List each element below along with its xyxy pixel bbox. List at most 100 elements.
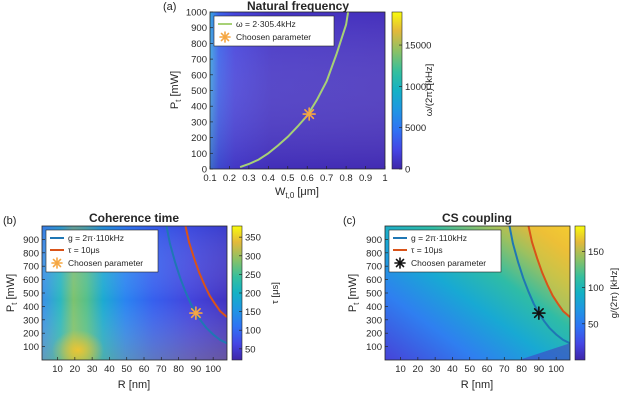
x-tick-label: 100 [548,364,564,375]
y-tick-label: 100 [366,342,382,353]
colorbar-ticks-c: 50 100 150 [582,247,604,330]
y-tick-label: 600 [23,275,39,286]
y-axis-label-a: Pt [mW] [169,71,183,109]
colorbar-ticks-b: 50 100 150 200 250 300 350 [239,233,261,355]
x-tick-label: 70 [499,364,510,375]
chart-title-a: Natural frequency [247,0,349,13]
colorbar-tick-label: 150 [245,307,261,318]
y-axis-label-c: Pt [mW] [347,274,361,312]
legend-b: g = 2π·110kHz τ = 10μs Choosen parameter [45,229,159,273]
series-line-b-coupling [165,226,227,345]
marker-asterisk [302,107,316,121]
marker-a-chosen-parameter [302,107,316,121]
x-tick-label: 10 [52,364,63,375]
x-tick-label: 0.4 [262,173,275,184]
y-axis-label-b: Pt [mW] [5,274,19,312]
x-tick-label: 1 [382,173,387,184]
marker-b-chosen-parameter [189,306,203,320]
legend-marker-asterisk [51,257,63,269]
chart-title-b: Coherence time [89,211,179,225]
x-tick-label: 80 [173,364,184,375]
x-tick-label: 60 [139,364,150,375]
colorbar-c [574,225,586,361]
series-line-c-coherence [527,226,570,318]
panel-b: (b) Coherence time 10 20 30 40 50 60 70 80 90 100… [3,211,281,391]
x-tick-label: 60 [482,364,493,375]
y-tick-label: 1000 [186,8,207,19]
x-tick-label: 0.3 [242,173,255,184]
svg-text:Pt [mW]: Pt [mW] [347,274,361,312]
panel-c: (c) CS coupling 10 20 30 40 50 60 70 80 90 100100… [343,211,620,391]
y-tick-label: 900 [191,23,207,34]
x-tick-label: 0.6 [301,173,314,184]
y-tick-label: 600 [191,70,207,81]
y-tick-label: 500 [23,289,39,300]
colorbar-label-a: ω/(2π) [kHz] [424,64,435,117]
x-tick-label: 0.2 [223,173,236,184]
marker-c-chosen-parameter [532,306,546,320]
colorbar-tick-label: 100 [245,326,261,337]
x-tick-label: 70 [156,364,167,375]
y-tick-label: 800 [23,248,39,259]
y-tick-label: 700 [366,262,382,273]
legend-label-a-frequency: ω = 2·305.4kHz [236,19,296,29]
legend-label-c-coupling: g = 2π·110kHz [411,233,467,243]
marker-asterisk [189,306,203,320]
legend-swatch-b-marker [51,257,63,269]
colorbar-tick-label: 0 [405,165,410,176]
panel-label-a: (a) [163,1,176,13]
axis-ticks-c: 10 20 30 40 50 60 70 80 90 1001002003004005006007… [366,235,564,375]
y-tick-label: 700 [23,262,39,273]
legend-label-b-coupling: g = 2π·110kHz [68,233,124,243]
panel-a: (a) Natural frequency 0.1 0.2 0.3 0.4 0.5 0.6… [163,0,435,200]
y-tick-label: 300 [191,117,207,128]
colorbar-tick-label: 5000 [405,123,426,134]
x-tick-label: 90 [534,364,545,375]
x-tick-label: 0.8 [340,173,353,184]
legend-c: g = 2π·110kHz τ = 10μs Choosen parameter [388,229,502,273]
colorbar-tick-label: 300 [245,251,261,262]
series-line-b-coherence [184,226,227,318]
y-tick-label: 0 [202,165,207,176]
y-tick-label: 100 [191,149,207,160]
x-tick-label: 30 [430,364,441,375]
x-tick-label: 50 [464,364,475,375]
x-tick-label: 40 [447,364,458,375]
colorbar-a [391,11,403,170]
svg-text:Wt,0 [μm]: Wt,0 [μm] [275,186,319,200]
legend-marker-asterisk [219,31,231,43]
x-axis-label-b: R [nm] [118,379,150,391]
svg-text:Pt [mW]: Pt [mW] [169,71,183,109]
legend-label-c-coherence: τ = 10μs [411,245,443,255]
y-tick-label: 800 [366,248,382,259]
heatmap-c-high-region [528,226,570,318]
x-tick-label: 80 [516,364,527,375]
x-tick-label: 0.7 [320,173,333,184]
legend-marker-asterisk [394,257,406,269]
x-tick-label: 100 [205,364,221,375]
legend-swatch-c-marker [394,257,406,269]
legend-swatch-a-marker [219,31,231,43]
y-tick-label: 100 [23,342,39,353]
series-line-a-frequency [239,12,350,169]
chart-title-c: CS coupling [442,211,512,225]
y-tick-label: 600 [366,275,382,286]
y-tick-label: 200 [366,329,382,340]
colorbar-tick-label: 250 [245,270,261,281]
y-tick-label: 400 [23,302,39,313]
legend-label-b-marker: Choosen parameter [68,258,143,268]
x-axis-label-c: R [nm] [461,379,493,391]
legend-label-c-marker: Choosen parameter [411,258,486,268]
marker-asterisk [532,306,546,320]
y-tick-label: 500 [191,86,207,97]
legend-label-b-coherence: τ = 10μs [68,245,100,255]
x-tick-label: 0.1 [203,173,216,184]
x-tick-label: 10 [395,364,406,375]
svg-text:Pt [mW]: Pt [mW] [5,274,19,312]
series-line-c-coupling [508,226,570,345]
x-tick-label: 30 [87,364,98,375]
y-tick-label: 700 [191,55,207,66]
y-tick-label: 800 [191,39,207,50]
x-tick-label: 20 [413,364,424,375]
